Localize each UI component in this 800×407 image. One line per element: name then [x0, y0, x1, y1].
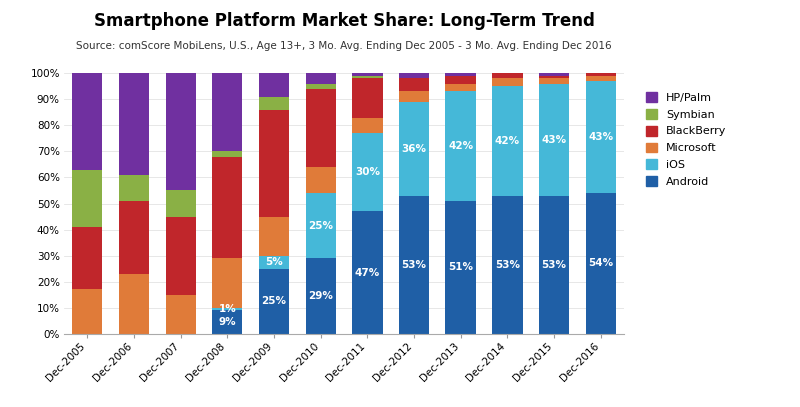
Bar	[586, 193, 616, 334]
Bar	[212, 73, 242, 151]
Bar	[259, 256, 289, 269]
Bar	[212, 157, 242, 258]
Text: 42%: 42%	[494, 136, 520, 146]
Text: 53%: 53%	[495, 260, 520, 270]
Text: 1%: 1%	[218, 304, 236, 314]
Text: 25%: 25%	[262, 296, 286, 306]
Text: Source: comScore MobiLens, U.S., Age 13+, 3 Mo. Avg. Ending Dec 2005 - 3 Mo. Avg: Source: comScore MobiLens, U.S., Age 13+…	[76, 41, 612, 51]
Bar	[352, 76, 382, 79]
Bar	[259, 73, 289, 97]
Bar	[586, 81, 616, 193]
Text: 42%: 42%	[448, 141, 474, 151]
Bar	[539, 76, 569, 79]
Text: 43%: 43%	[588, 132, 614, 142]
Bar	[212, 258, 242, 308]
Bar	[539, 79, 569, 84]
Bar	[352, 133, 382, 211]
Text: 25%: 25%	[308, 221, 333, 231]
Bar	[539, 84, 569, 196]
Text: 53%: 53%	[402, 260, 426, 270]
Bar	[399, 92, 429, 102]
Text: Smartphone Platform Market Share: Long-Term Trend: Smartphone Platform Market Share: Long-T…	[94, 12, 594, 30]
Bar	[166, 295, 196, 334]
Bar	[306, 258, 336, 334]
Bar	[259, 110, 289, 217]
Bar	[446, 92, 476, 201]
Legend: HP/Palm, Symbian, BlackBerry, Microsoft, iOS, Android: HP/Palm, Symbian, BlackBerry, Microsoft,…	[646, 92, 726, 187]
Bar	[306, 84, 336, 89]
Bar	[119, 201, 149, 274]
Bar	[306, 193, 336, 258]
Bar	[306, 89, 336, 167]
Bar	[259, 97, 289, 110]
Bar	[446, 201, 476, 334]
Bar	[399, 102, 429, 196]
Text: 47%: 47%	[354, 267, 380, 278]
Text: 43%: 43%	[542, 135, 566, 144]
Bar	[399, 79, 429, 92]
Bar	[352, 79, 382, 118]
Bar	[586, 76, 616, 81]
Bar	[72, 73, 102, 170]
Bar	[352, 118, 382, 133]
Bar	[352, 211, 382, 334]
Bar	[492, 86, 522, 196]
Bar	[119, 274, 149, 334]
Bar	[306, 73, 336, 84]
Bar	[72, 289, 102, 334]
Bar	[306, 167, 336, 193]
Text: 54%: 54%	[588, 258, 614, 268]
Text: 30%: 30%	[355, 167, 380, 177]
Bar	[539, 196, 569, 334]
Bar	[212, 151, 242, 157]
Bar	[166, 73, 196, 190]
Bar	[119, 73, 149, 175]
Bar	[446, 84, 476, 92]
Bar	[492, 196, 522, 334]
Bar	[166, 217, 196, 295]
Text: 36%: 36%	[402, 144, 426, 154]
Text: 51%: 51%	[448, 263, 473, 272]
Bar	[399, 73, 429, 79]
Text: 5%: 5%	[265, 257, 283, 267]
Bar	[259, 269, 289, 334]
Bar	[352, 73, 382, 76]
Bar	[166, 190, 196, 217]
Bar	[72, 170, 102, 227]
Text: 29%: 29%	[308, 291, 333, 301]
Text: 53%: 53%	[542, 260, 566, 270]
Bar	[119, 175, 149, 201]
Bar	[399, 196, 429, 334]
Bar	[446, 76, 476, 84]
Bar	[212, 310, 242, 334]
Bar	[492, 79, 522, 86]
Text: 9%: 9%	[218, 317, 236, 327]
Bar	[492, 73, 522, 79]
Bar	[212, 308, 242, 310]
Bar	[539, 73, 569, 76]
Bar	[259, 217, 289, 256]
Bar	[586, 73, 616, 76]
Bar	[446, 73, 476, 76]
Bar	[72, 227, 102, 289]
